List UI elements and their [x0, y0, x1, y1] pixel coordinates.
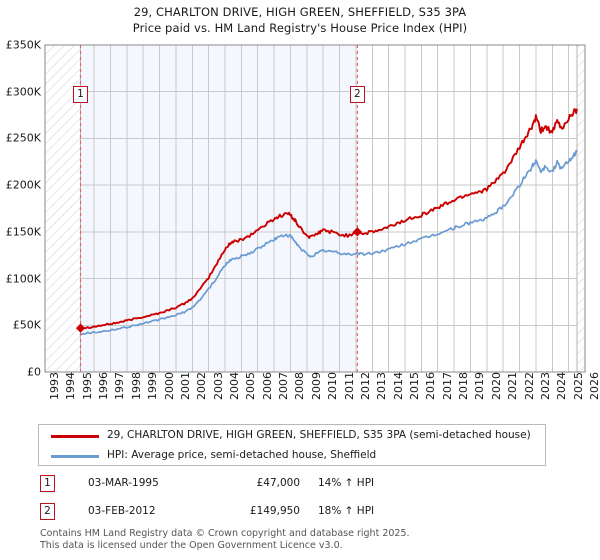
x-axis-tick-2019: 2019	[473, 372, 487, 400]
x-axis-tick-2025: 2025	[571, 372, 585, 400]
x-axis-tick-1995: 1995	[80, 372, 94, 400]
x-axis-tick-2021: 2021	[506, 372, 520, 400]
transaction-date-2: 03-FEB-2012	[88, 505, 156, 517]
legend-item-price-paid[interactable]: 29, CHARLTON DRIVE, HIGH GREEN, SHEFFIEL…	[39, 425, 545, 446]
x-axis-tick-2022: 2022	[522, 372, 536, 400]
transaction-badge-2: 2	[40, 503, 55, 520]
footer-attribution: Contains HM Land Registry data © Crown c…	[40, 528, 580, 551]
title-line-2: Price paid vs. HM Land Registry's House …	[132, 21, 468, 35]
x-axis-tick-1999: 1999	[146, 372, 160, 400]
x-axis-labels: 1993 1994 1995 1996 1997 1998 1999 2000 2001 2002…	[0, 372, 600, 416]
transaction-date-1: 03-MAR-1995	[88, 477, 159, 489]
transaction-price-2: £149,950	[249, 505, 300, 517]
x-axis-tick-2023: 2023	[538, 372, 552, 400]
x-axis-tick-1998: 1998	[129, 372, 143, 400]
x-axis-tick-2017: 2017	[440, 372, 454, 400]
title-line-1: 29, CHARLTON DRIVE, HIGH GREEN, SHEFFIEL…	[133, 5, 467, 19]
x-axis-tick-2001: 2001	[178, 372, 192, 400]
transaction-row-1[interactable]: 1 03-MAR-1995 £47,000 14% ↑ HPI	[40, 474, 440, 496]
x-axis-tick-2020: 2020	[489, 372, 503, 400]
page-title: 29, CHARLTON DRIVE, HIGH GREEN, SHEFFIEL…	[0, 4, 600, 36]
x-axis-tick-2015: 2015	[408, 372, 421, 400]
x-axis-tick-2007: 2007	[277, 372, 291, 400]
x-axis-tick-2014: 2014	[391, 372, 405, 400]
x-axis-tick-1997: 1997	[113, 372, 127, 400]
transaction-price-1: £47,000	[256, 477, 300, 489]
x-axis-tick-2018: 2018	[457, 372, 471, 400]
transaction-hpi-delta-1: 14% ↑ HPI	[318, 477, 375, 489]
x-axis-tick-2026: 2026	[588, 372, 600, 400]
legend-swatch-hpi	[51, 455, 99, 458]
footer-line-2: This data is licensed under the Open Gov…	[40, 539, 343, 551]
x-axis-tick-2012: 2012	[358, 372, 372, 400]
x-axis-tick-2006: 2006	[260, 372, 274, 400]
legend-label-price-paid: 29, CHARLTON DRIVE, HIGH GREEN, SHEFFIEL…	[107, 429, 531, 441]
legend-item-hpi[interactable]: HPI: Average price, semi-detached house,…	[39, 445, 545, 466]
plot-marker-2[interactable]: 2	[349, 86, 365, 103]
x-axis-tick-2016: 2016	[424, 372, 438, 400]
x-axis-tick-1993: 1993	[48, 372, 61, 400]
x-axis-tick-2003: 2003	[211, 372, 225, 400]
legend-swatch-price-paid	[51, 435, 99, 438]
x-axis-tick-2024: 2024	[555, 372, 569, 400]
x-axis-tick-2010: 2010	[326, 372, 340, 400]
chart-legend: 29, CHARLTON DRIVE, HIGH GREEN, SHEFFIEL…	[38, 424, 546, 466]
transaction-hpi-delta-2: 18% ↑ HPI	[318, 505, 375, 517]
x-axis-tick-2000: 2000	[162, 372, 176, 400]
legend-label-hpi: HPI: Average price, semi-detached house,…	[107, 449, 377, 461]
x-axis-tick-2011: 2011	[342, 372, 356, 400]
x-axis-tick-1994: 1994	[64, 372, 78, 400]
footer-line-1: Contains HM Land Registry data © Crown c…	[40, 528, 410, 539]
x-axis-tick-1996: 1996	[97, 372, 111, 400]
chart-plot-area	[0, 40, 600, 375]
transaction-badge-1: 1	[40, 475, 55, 492]
chart-svg	[44, 44, 586, 373]
x-axis-tick-2009: 2009	[309, 372, 323, 400]
transaction-row-2[interactable]: 2 03-FEB-2012 £149,950 18% ↑ HPI	[40, 502, 440, 524]
x-axis-tick-2013: 2013	[375, 372, 389, 400]
x-axis-tick-2008: 2008	[293, 372, 307, 400]
x-axis-tick-2004: 2004	[228, 372, 241, 400]
x-axis-tick-2005: 2005	[244, 372, 258, 400]
plot-marker-1[interactable]: 1	[73, 86, 88, 103]
x-axis-tick-2002: 2002	[195, 372, 209, 400]
